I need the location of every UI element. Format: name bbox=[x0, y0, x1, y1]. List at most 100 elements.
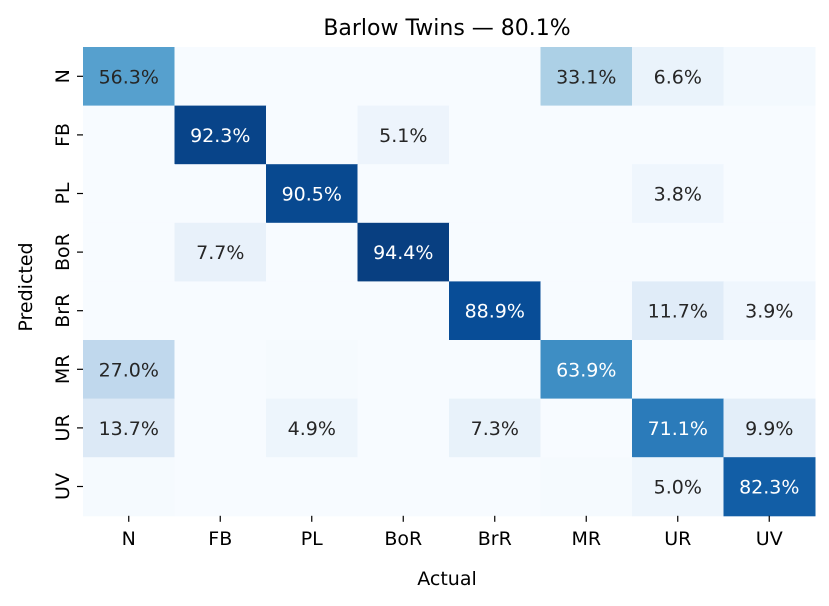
heatmap-cell-UR-MR bbox=[540, 398, 633, 458]
heatmap-cell-MR-MR bbox=[540, 340, 633, 400]
x-tick-label-N: N bbox=[122, 528, 136, 550]
y-tick-label-BoR: BoR bbox=[52, 233, 74, 271]
heatmap-cell-MR-BrR bbox=[449, 340, 541, 400]
cell-value-label-BrR-UV: 3.9% bbox=[745, 301, 793, 323]
heatmap-cell-PL-PL bbox=[266, 164, 358, 224]
y-axis-ticks: N FB PL BoR BrR MR UR UV bbox=[52, 69, 83, 500]
heatmap-cell-N-MR bbox=[540, 47, 633, 107]
y-tick-label-FB: FB bbox=[52, 123, 74, 147]
heatmap-cell-FB-MR bbox=[540, 105, 633, 165]
heatmap-cell-UR-UR bbox=[632, 398, 724, 458]
heatmap-cell-UV-UV bbox=[723, 457, 816, 517]
heatmap-cell-BoR-PL bbox=[266, 222, 358, 282]
heatmap-cell-N-UR bbox=[632, 47, 724, 107]
y-tick-label-MR: MR bbox=[52, 354, 74, 384]
heatmap-cells bbox=[83, 47, 816, 517]
cell-value-label-N-MR: 33.1% bbox=[556, 66, 616, 88]
cell-value-label-UR-PL: 4.9% bbox=[288, 418, 336, 440]
heatmap-cell-UV-UR bbox=[632, 457, 724, 517]
x-tick-label-PL: PL bbox=[301, 528, 323, 550]
heatmap-cell-FB-N bbox=[83, 105, 175, 165]
y-tick-label-N: N bbox=[52, 69, 74, 83]
heatmap-cell-BrR-BoR bbox=[357, 281, 450, 341]
y-tick-label-UV: UV bbox=[52, 473, 74, 500]
heatmap-cell-MR-PL bbox=[266, 340, 358, 400]
heatmap-cell-N-N bbox=[83, 47, 175, 107]
x-tick-label-BoR: BoR bbox=[384, 528, 422, 550]
heatmap-cell-BrR-FB bbox=[174, 281, 267, 341]
heatmap-cell-FB-FB bbox=[174, 105, 267, 165]
cell-value-label-FB-FB: 92.3% bbox=[190, 125, 250, 147]
heatmap-cell-BrR-MR bbox=[540, 281, 633, 341]
cell-value-label-UR-UR: 71.1% bbox=[648, 418, 708, 440]
y-tick-label-BrR: BrR bbox=[52, 294, 74, 328]
heatmap-cell-PL-FB bbox=[174, 164, 267, 224]
chart-title: Barlow Twins — 80.1% bbox=[323, 16, 570, 41]
heatmap-cell-UR-BrR bbox=[449, 398, 541, 458]
heatmap-cell-BoR-FB bbox=[174, 222, 267, 282]
x-tick-label-UV: UV bbox=[756, 528, 783, 550]
heatmap-cell-FB-UR bbox=[632, 105, 724, 165]
y-tick-label-UR: UR bbox=[52, 414, 74, 441]
cell-value-label-PL-UR: 3.8% bbox=[654, 184, 702, 206]
heatmap-cell-BrR-UR bbox=[632, 281, 724, 341]
heatmap-cell-UR-UV bbox=[723, 398, 816, 458]
heatmap-cell-BoR-N bbox=[83, 222, 175, 282]
heatmap-cell-BrR-PL bbox=[266, 281, 358, 341]
heatmap-cell-MR-FB bbox=[174, 340, 267, 400]
x-axis-ticks: N FB PL BoR BrR MR UR UV bbox=[122, 515, 783, 550]
x-tick-label-BrR: BrR bbox=[478, 528, 512, 550]
cell-value-label-MR-N: 27.0% bbox=[99, 359, 159, 381]
heatmap-cell-UR-N bbox=[83, 398, 175, 458]
heatmap-cell-PL-BrR bbox=[449, 164, 541, 224]
heatmap-cell-UV-N bbox=[83, 457, 175, 517]
heatmap-cell-UV-PL bbox=[266, 457, 358, 517]
heatmap-cell-N-FB bbox=[174, 47, 267, 107]
cell-value-label-BoR-BoR: 94.4% bbox=[373, 242, 433, 264]
heatmap-cell-PL-UR bbox=[632, 164, 724, 224]
y-tick-label-PL: PL bbox=[52, 182, 74, 204]
heatmap-cell-PL-BoR bbox=[357, 164, 450, 224]
cell-value-label-PL-PL: 90.5% bbox=[282, 184, 342, 206]
heatmap-cell-BoR-UV bbox=[723, 222, 816, 282]
heatmap-cell-BoR-BrR bbox=[449, 222, 541, 282]
heatmap-cell-MR-BoR bbox=[357, 340, 450, 400]
heatmap-cell-UV-BrR bbox=[449, 457, 541, 517]
y-axis-label: Predicted bbox=[15, 242, 37, 331]
cell-value-label-MR-MR: 63.9% bbox=[556, 359, 616, 381]
x-tick-label-MR: MR bbox=[571, 528, 601, 550]
heatmap-cell-MR-N bbox=[83, 340, 175, 400]
cell-value-label-UR-UV: 9.9% bbox=[745, 418, 793, 440]
heatmap-cell-FB-PL bbox=[266, 105, 358, 165]
heatmap-cell-UR-BoR bbox=[357, 398, 450, 458]
cell-value-label-UV-UV: 82.3% bbox=[739, 477, 799, 499]
x-tick-label-FB: FB bbox=[208, 528, 232, 550]
heatmap-cell-BrR-UV bbox=[723, 281, 816, 341]
cell-value-label-UR-N: 13.7% bbox=[99, 418, 159, 440]
heatmap-cell-MR-UR bbox=[632, 340, 724, 400]
cell-value-label-BrR-BrR: 88.9% bbox=[465, 301, 525, 323]
heatmap-cell-FB-BrR bbox=[449, 105, 541, 165]
heatmap-cell-N-UV bbox=[723, 47, 816, 107]
heatmap-cell-N-PL bbox=[266, 47, 358, 107]
x-tick-label-UR: UR bbox=[664, 528, 691, 550]
heatmap-cell-MR-UV bbox=[723, 340, 816, 400]
heatmap-cell-BoR-UR bbox=[632, 222, 724, 282]
heatmap-cell-N-BrR bbox=[449, 47, 541, 107]
heatmap-cell-UV-FB bbox=[174, 457, 267, 517]
heatmap-cell-FB-UV bbox=[723, 105, 816, 165]
cell-value-label-UV-UR: 5.0% bbox=[654, 477, 702, 499]
heatmap-cell-UR-FB bbox=[174, 398, 267, 458]
heatmap-cell-PL-UV bbox=[723, 164, 816, 224]
heatmap-cell-UR-PL bbox=[266, 398, 358, 458]
heatmap-cell-FB-BoR bbox=[357, 105, 450, 165]
heatmap-cell-labels: 56.3% 33.1% 6.6% 92.3% 5.1% 90.5% 3.8% 7.7% 94.4… bbox=[99, 66, 800, 498]
heatmap-cell-BrR-BrR bbox=[449, 281, 541, 341]
cell-value-label-BoR-FB: 7.7% bbox=[196, 242, 244, 264]
cell-value-label-N-UR: 6.6% bbox=[654, 66, 702, 88]
cell-value-label-UR-BrR: 7.3% bbox=[471, 418, 519, 440]
cell-value-label-N-N: 56.3% bbox=[99, 66, 159, 88]
heatmap-cell-PL-MR bbox=[540, 164, 633, 224]
heatmap-cell-N-BoR bbox=[357, 47, 450, 107]
